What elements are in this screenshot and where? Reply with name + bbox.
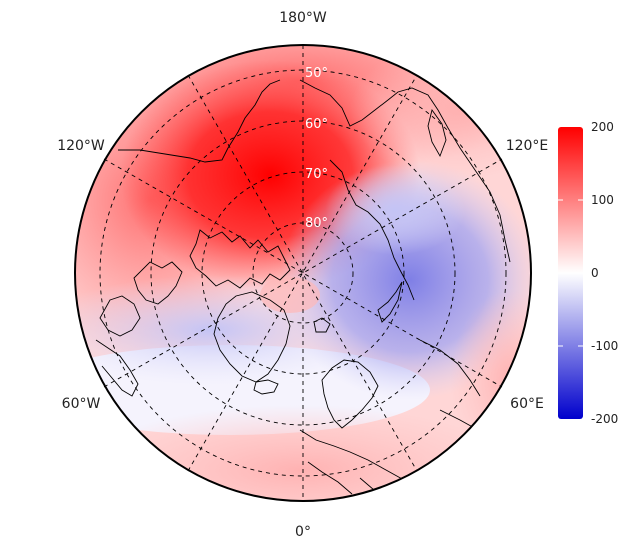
coast-arctic-islands xyxy=(189,229,291,289)
anomaly-field xyxy=(75,45,531,501)
lat-label-80: 80° xyxy=(305,216,328,231)
colorbar-ticks xyxy=(558,199,583,347)
lat-label-60: 60° xyxy=(305,117,328,132)
coast-canada-north xyxy=(133,261,183,305)
pink-region-east-edge xyxy=(450,290,531,470)
graticule xyxy=(99,45,507,501)
coast-alaska xyxy=(118,79,281,163)
coast-svalbard xyxy=(313,317,331,333)
coast-siberia-east xyxy=(299,79,511,263)
colorbar-label-100: 100 xyxy=(591,193,614,207)
map-boundary xyxy=(74,44,532,502)
coast-hudson-bay xyxy=(99,295,141,337)
coast-scandinavia xyxy=(321,359,379,429)
colorbar-label-200: 200 xyxy=(591,120,614,134)
colorbar-label-0: 0 xyxy=(591,266,599,280)
coast-greenland xyxy=(213,291,291,383)
coast-siberia-north xyxy=(329,159,415,301)
lon-label-upper-left: 120°W xyxy=(57,138,105,154)
lat-circle-50 xyxy=(99,69,507,477)
coast-kamchatka xyxy=(427,108,447,158)
lat-label-50: 50° xyxy=(305,66,328,81)
colorbar-ramp xyxy=(558,127,583,419)
coast-canada-east xyxy=(95,339,139,397)
colorbar-label-neg100: -100 xyxy=(591,339,618,353)
colorbar: 200 100 0 -100 -200 xyxy=(558,120,618,426)
coast-novaya-zemlya xyxy=(377,281,403,323)
lon-label-bottom: 0° xyxy=(295,524,311,540)
lon-label-upper-right: 120°E xyxy=(506,138,549,154)
lat-circle-70 xyxy=(201,171,405,375)
lat-label-70: 70° xyxy=(305,167,328,182)
blue-region-east-upper xyxy=(325,165,465,255)
lon-label-top: 180°W xyxy=(279,10,327,26)
coast-iceland xyxy=(253,379,279,395)
pink-region-northeast xyxy=(350,45,531,180)
lon-label-lower-right: 60°E xyxy=(510,396,544,412)
pink-region-south xyxy=(80,405,520,501)
lon-label-lower-left: 60°W xyxy=(62,396,101,412)
coastlines xyxy=(95,79,511,499)
colorbar-label-neg200: -200 xyxy=(591,412,618,426)
